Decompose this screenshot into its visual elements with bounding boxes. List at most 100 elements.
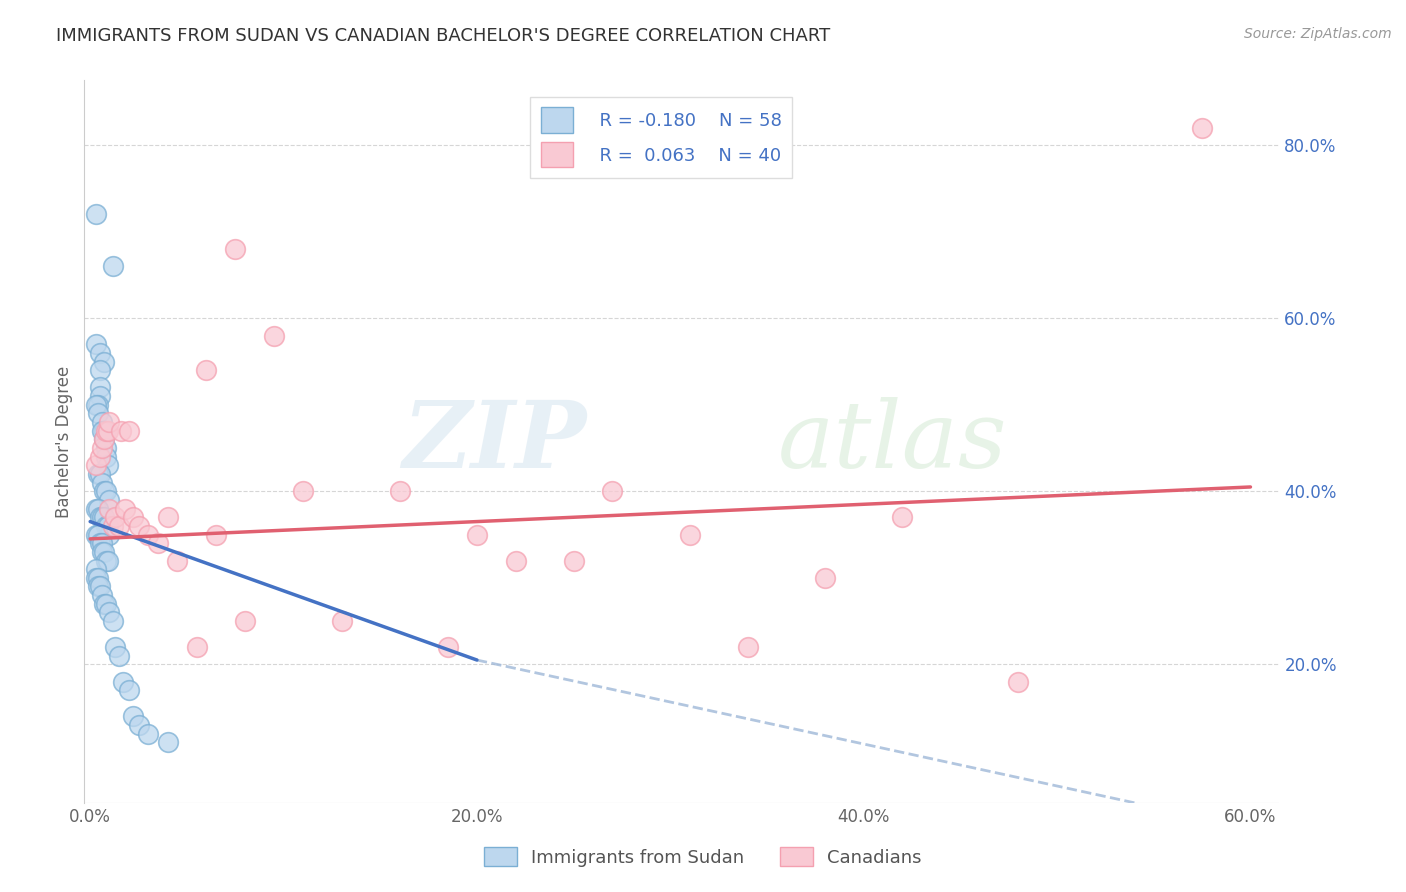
Point (128, 519, 150, 533)
Point (166, 553, 188, 567)
Point (94, 553, 117, 567)
Point (84, 571, 107, 585)
Point (89, 450, 111, 464)
Point (93, 433, 115, 447)
Point (103, 614, 125, 628)
Point (89, 346, 111, 360)
Point (103, 260, 125, 274)
Point (87, 571, 110, 585)
Point (84, 458, 107, 473)
Point (98, 501, 121, 516)
Point (90, 510, 112, 524)
Point (108, 648, 131, 663)
Point (114, 501, 136, 516)
Point (98, 606, 121, 620)
Point (224, 242, 246, 256)
Point (87, 406, 110, 420)
Legend:   R = -0.180    N = 58,   R =  0.063    N = 40: R = -0.180 N = 58, R = 0.063 N = 40 (530, 96, 793, 178)
Point (84, 562, 107, 576)
Point (136, 527, 159, 541)
Point (103, 519, 125, 533)
Point (94, 597, 117, 611)
Point (94, 450, 117, 464)
Point (104, 510, 127, 524)
Point (90, 475, 112, 490)
Point (84, 398, 107, 412)
Point (156, 510, 179, 524)
Point (87, 501, 110, 516)
Point (93, 354, 115, 368)
Point (89, 579, 111, 593)
Point (195, 363, 218, 377)
Point (146, 536, 169, 550)
Text: atlas: atlas (778, 397, 1007, 486)
Point (94, 519, 117, 533)
Point (291, 484, 314, 499)
Point (128, 718, 150, 732)
Point (98, 492, 121, 507)
Point (87, 467, 110, 481)
Point (90, 415, 112, 429)
Point (97, 424, 120, 438)
Point (90, 536, 112, 550)
Point (90, 588, 112, 602)
Point (1191, 120, 1213, 135)
Text: Source: ZipAtlas.com: Source: ZipAtlas.com (1244, 27, 1392, 41)
Point (108, 519, 131, 533)
Y-axis label: Bachelor's Degree: Bachelor's Degree (55, 366, 73, 517)
Point (118, 424, 141, 438)
Point (93, 424, 115, 438)
Point (93, 433, 115, 447)
Point (121, 510, 143, 524)
Text: ZIP: ZIP (402, 397, 586, 486)
Point (156, 735, 179, 749)
Point (388, 484, 411, 499)
Point (330, 614, 353, 628)
Point (84, 337, 107, 351)
Point (89, 510, 111, 524)
Point (97, 458, 120, 473)
Point (84, 501, 107, 516)
Point (97, 519, 120, 533)
Point (1007, 674, 1029, 689)
Point (93, 484, 115, 499)
Point (505, 553, 527, 567)
Point (89, 536, 111, 550)
Legend: Immigrants from Sudan, Canadians: Immigrants from Sudan, Canadians (477, 840, 929, 874)
Point (437, 640, 460, 654)
Point (98, 527, 121, 541)
Point (98, 415, 121, 429)
Point (89, 389, 111, 403)
Point (89, 380, 111, 394)
Text: IMMIGRANTS FROM SUDAN VS CANADIAN BACHELOR'S DEGREE CORRELATION CHART: IMMIGRANTS FROM SUDAN VS CANADIAN BACHEL… (56, 27, 831, 45)
Point (112, 674, 135, 689)
Point (97, 553, 120, 567)
Point (89, 363, 111, 377)
Point (94, 441, 117, 455)
Point (110, 424, 132, 438)
Point (600, 484, 623, 499)
Point (814, 571, 837, 585)
Point (104, 640, 127, 654)
Point (93, 545, 115, 559)
Point (562, 553, 585, 567)
Point (87, 398, 110, 412)
Point (737, 640, 759, 654)
Point (205, 527, 228, 541)
Point (90, 424, 112, 438)
Point (118, 683, 141, 698)
Point (186, 640, 208, 654)
Point (84, 527, 107, 541)
Point (136, 726, 159, 740)
Point (84, 207, 107, 221)
Point (94, 424, 117, 438)
Point (90, 545, 112, 559)
Point (679, 527, 702, 541)
Point (263, 328, 285, 343)
Point (233, 614, 256, 628)
Point (93, 597, 115, 611)
Point (93, 510, 115, 524)
Point (465, 527, 488, 541)
Point (87, 527, 110, 541)
Point (87, 579, 110, 593)
